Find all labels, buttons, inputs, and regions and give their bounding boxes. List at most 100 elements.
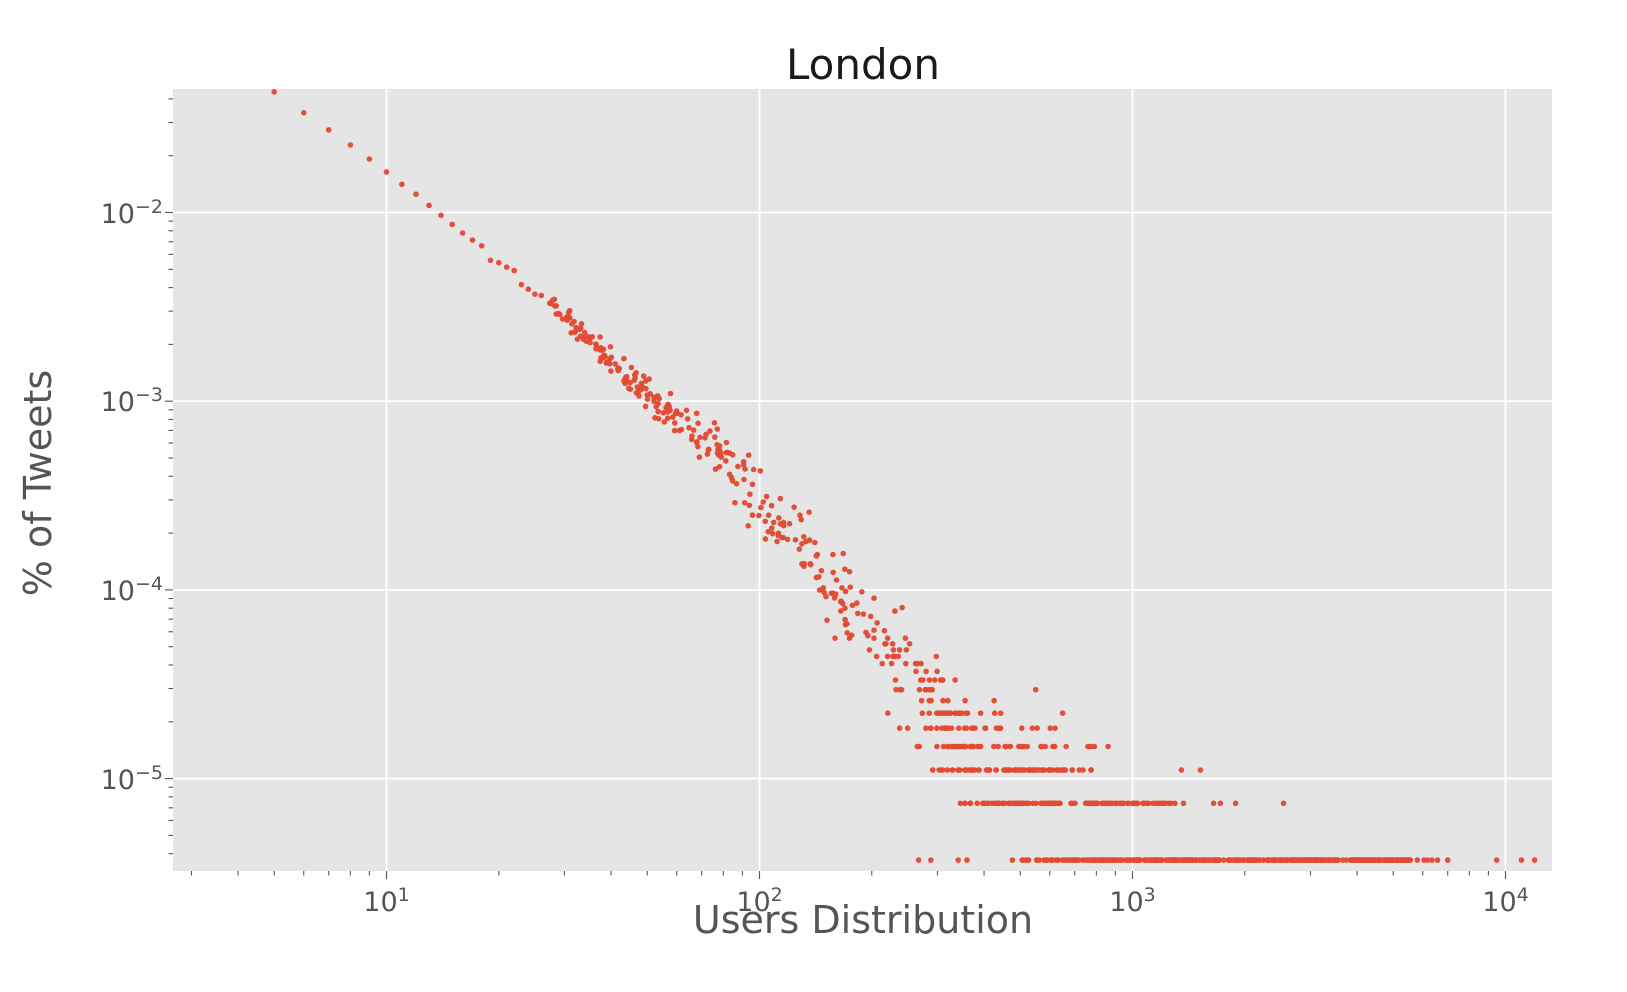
data-point xyxy=(525,286,532,293)
data-point xyxy=(301,109,307,116)
data-point xyxy=(1109,857,1115,863)
data-point xyxy=(1098,857,1105,863)
data-point xyxy=(1019,725,1025,731)
data-point xyxy=(667,407,673,414)
data-point xyxy=(1280,800,1287,807)
data-point xyxy=(769,525,775,531)
data-point xyxy=(487,257,494,264)
data-point xyxy=(749,512,756,518)
data-point xyxy=(1105,743,1111,750)
data-point xyxy=(1052,725,1058,731)
data-point xyxy=(665,401,671,408)
data-point xyxy=(890,647,897,653)
data-point xyxy=(1260,857,1266,863)
data-point xyxy=(967,800,974,807)
data-point xyxy=(1037,800,1044,807)
data-point xyxy=(566,307,573,314)
data-point xyxy=(1006,767,1012,773)
x-tick-label: 101 xyxy=(363,884,410,918)
data-point xyxy=(964,710,971,716)
data-point xyxy=(704,451,711,457)
data-point xyxy=(723,439,730,446)
data-point xyxy=(839,585,845,591)
data-point xyxy=(1061,767,1067,773)
data-point xyxy=(964,857,970,863)
data-point xyxy=(806,537,813,543)
data-point xyxy=(792,537,799,543)
data-point xyxy=(1020,857,1026,863)
data-point xyxy=(749,481,756,488)
data-point xyxy=(1069,767,1076,773)
data-point xyxy=(1125,800,1132,807)
data-point xyxy=(884,635,891,641)
data-point xyxy=(889,641,896,647)
data-point xyxy=(885,710,891,716)
data-point xyxy=(642,403,649,410)
data-point xyxy=(1051,743,1058,750)
data-point xyxy=(1204,857,1210,863)
data-point xyxy=(896,647,903,653)
data-point xyxy=(741,500,748,506)
data-point xyxy=(1133,857,1140,863)
data-point xyxy=(1054,767,1060,773)
data-point xyxy=(733,480,740,487)
data-point xyxy=(683,407,690,414)
data-point xyxy=(651,398,657,405)
data-point xyxy=(1276,857,1282,863)
data-point xyxy=(831,595,838,601)
data-point xyxy=(791,504,797,511)
data-point xyxy=(1085,800,1092,807)
data-point xyxy=(718,454,725,460)
data-point xyxy=(1009,857,1016,863)
data-point xyxy=(762,536,769,542)
data-point xyxy=(844,630,850,636)
data-point xyxy=(655,408,661,415)
data-point xyxy=(765,512,772,518)
data-point xyxy=(1414,857,1421,863)
data-point xyxy=(1255,857,1262,863)
data-point xyxy=(970,767,977,773)
data-point xyxy=(1371,857,1378,863)
data-point xyxy=(892,677,899,683)
data-point xyxy=(638,386,644,393)
data-point xyxy=(1088,767,1094,773)
data-point xyxy=(918,697,925,704)
data-point xyxy=(642,378,649,384)
data-point xyxy=(665,415,671,422)
data-point xyxy=(769,530,776,537)
data-point xyxy=(1216,857,1222,863)
data-point xyxy=(1389,857,1396,863)
data-point xyxy=(633,390,640,396)
data-point xyxy=(608,368,614,374)
data-point xyxy=(966,767,972,773)
data-point xyxy=(1124,857,1130,863)
data-point xyxy=(939,677,946,683)
data-point xyxy=(1053,857,1059,863)
data-point xyxy=(712,434,718,440)
data-point xyxy=(1394,857,1400,863)
x-axis-label: Users Distribution xyxy=(692,898,1034,942)
data-point xyxy=(912,660,919,667)
data-point xyxy=(735,463,741,470)
data-point xyxy=(837,608,844,614)
data-point xyxy=(1063,743,1069,750)
data-point xyxy=(714,426,721,432)
data-point xyxy=(413,191,419,197)
data-point xyxy=(621,355,627,362)
data-point xyxy=(503,264,510,271)
data-point xyxy=(926,697,932,704)
data-point xyxy=(655,400,661,407)
data-point xyxy=(1029,725,1036,731)
data-point xyxy=(997,725,1004,731)
data-point xyxy=(723,449,730,456)
data-point xyxy=(926,710,932,716)
data-point xyxy=(846,568,853,575)
data-point xyxy=(824,617,830,623)
data-point xyxy=(928,857,934,863)
data-point xyxy=(1025,800,1031,807)
data-point xyxy=(729,452,736,458)
data-point xyxy=(916,743,923,750)
data-point xyxy=(1033,800,1039,807)
data-point xyxy=(758,504,764,511)
data-point xyxy=(798,516,804,523)
